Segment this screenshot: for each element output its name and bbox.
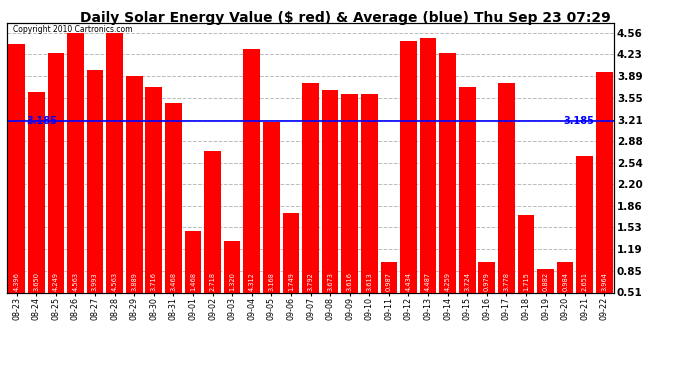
Bar <box>8 44 25 325</box>
Text: 4.312: 4.312 <box>248 272 255 291</box>
Text: 3.778: 3.778 <box>504 272 509 291</box>
Text: 3.468: 3.468 <box>170 272 177 291</box>
Text: 3.613: 3.613 <box>366 273 373 291</box>
Bar <box>126 76 143 325</box>
Bar <box>244 49 260 325</box>
Text: 3.792: 3.792 <box>308 272 313 291</box>
Text: 4.396: 4.396 <box>14 272 20 291</box>
Bar <box>557 262 573 325</box>
Text: 2.718: 2.718 <box>210 272 215 291</box>
Bar <box>67 33 83 325</box>
Bar <box>342 94 358 325</box>
Text: 4.563: 4.563 <box>112 272 117 291</box>
Text: 3.185: 3.185 <box>26 116 57 126</box>
Text: 0.984: 0.984 <box>562 272 568 291</box>
Text: 1.715: 1.715 <box>523 272 529 291</box>
Text: 0.987: 0.987 <box>386 272 392 291</box>
Bar <box>302 82 319 325</box>
Bar <box>538 269 554 325</box>
Bar <box>478 262 495 325</box>
Bar <box>596 72 613 325</box>
Text: 2.651: 2.651 <box>582 272 588 291</box>
Text: 3.889: 3.889 <box>131 272 137 291</box>
Bar <box>165 103 181 325</box>
Bar <box>185 231 201 325</box>
Text: 4.487: 4.487 <box>425 272 431 291</box>
Bar <box>420 38 436 325</box>
Text: 1.468: 1.468 <box>190 272 196 291</box>
Bar <box>361 94 377 325</box>
Text: 3.185: 3.185 <box>564 116 595 126</box>
Bar <box>224 241 241 325</box>
Text: 0.979: 0.979 <box>484 272 490 291</box>
Text: 1.749: 1.749 <box>288 272 294 291</box>
Bar <box>87 70 104 325</box>
Text: 0.882: 0.882 <box>542 272 549 291</box>
Bar <box>518 215 534 325</box>
Text: 3.673: 3.673 <box>327 272 333 291</box>
Bar <box>106 33 123 325</box>
Text: 3.724: 3.724 <box>464 272 470 291</box>
Text: 3.616: 3.616 <box>346 272 353 291</box>
Bar <box>283 213 299 325</box>
Text: Daily Solar Energy Value ($ red) & Average (blue) Thu Sep 23 07:29: Daily Solar Energy Value ($ red) & Avera… <box>79 11 611 25</box>
Bar <box>380 262 397 325</box>
Bar <box>400 42 417 325</box>
Bar <box>48 53 64 325</box>
Bar <box>204 151 221 325</box>
Text: 3.964: 3.964 <box>601 272 607 291</box>
Text: 3.650: 3.650 <box>33 272 39 291</box>
Text: Copyright 2010 Cartronics.com: Copyright 2010 Cartronics.com <box>13 25 132 34</box>
Bar <box>146 87 162 325</box>
Bar <box>459 87 475 325</box>
Text: 4.563: 4.563 <box>72 272 79 291</box>
Bar <box>28 92 45 325</box>
Text: 3.168: 3.168 <box>268 272 275 291</box>
Text: 3.716: 3.716 <box>151 272 157 291</box>
Bar <box>322 90 338 325</box>
Text: 4.434: 4.434 <box>406 272 411 291</box>
Text: 3.993: 3.993 <box>92 273 98 291</box>
Bar <box>498 83 515 325</box>
Bar <box>440 53 456 325</box>
Bar <box>263 123 279 325</box>
Text: 1.320: 1.320 <box>229 272 235 291</box>
Bar <box>576 156 593 325</box>
Text: 4.259: 4.259 <box>444 272 451 291</box>
Text: 4.249: 4.249 <box>53 272 59 291</box>
